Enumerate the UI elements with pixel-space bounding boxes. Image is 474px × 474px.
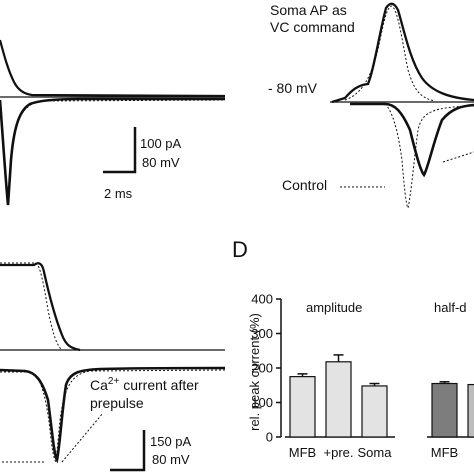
bl-leader-line: [61, 412, 104, 463]
x-tick-label: MFB: [431, 445, 458, 460]
tr-annotation-line2: VC command: [270, 19, 355, 35]
tr-current-trace: [350, 102, 474, 178]
y-tick-label: 0: [266, 430, 273, 445]
panel-top-left: 100 pA 80 mV 2 ms: [0, 39, 226, 206]
bl-annotation-line2: prepulse: [90, 395, 144, 411]
bl-annotation-line1: Ca2+ current after: [90, 376, 199, 393]
tr-leader-line: [442, 151, 474, 163]
y-tick-label: 400: [251, 292, 273, 307]
bar: [325, 361, 352, 438]
tl-scale-bar: [103, 127, 137, 174]
tl-dashed-trace: [0, 99, 226, 201]
bar: [467, 383, 474, 438]
tr-holding-label: - 80 mV: [268, 80, 318, 96]
y-tick-label: 100: [251, 395, 273, 410]
x-tick-label: MFB: [289, 445, 316, 460]
tl-upward-trace: [0, 39, 226, 98]
tr-control-label: Control: [282, 177, 327, 193]
panel-d-letter: D: [232, 237, 248, 262]
x-tick-label: +pre.: [324, 445, 354, 460]
group-title: half-d: [434, 300, 467, 315]
y-tick-label: 200: [251, 361, 273, 376]
bl-prepulse-dashed-trace: [0, 262, 63, 351]
bl-current-trace: [0, 366, 226, 464]
panel-d: D rel. peak current (%) 0 100 200 300 400 amp…: [232, 237, 474, 460]
bar: [431, 382, 458, 438]
bl-scale-current-label: 150 pA: [150, 434, 192, 449]
panel-bottom-left: Ca2+ current after prepulse 150 pA 80 mV: [0, 262, 226, 472]
bl-prepulse-solid-trace: [0, 262, 81, 352]
bar: [289, 376, 316, 438]
bl-current-dashed-trace: [0, 369, 226, 464]
y-axis-label: rel. peak current (%): [247, 313, 262, 431]
panel-top-right: Soma AP as VC command - 80 mV Control: [268, 2, 474, 210]
tl-scale-time-label: 2 ms: [104, 186, 133, 201]
tl-scale-voltage-label: 80 mV: [142, 155, 180, 170]
tr-ap-dashed-trace: [344, 5, 436, 102]
bl-scale-bar: [110, 430, 146, 472]
tr-annotation-line1: Soma AP as: [270, 2, 347, 18]
bl-scale-voltage-label: 80 mV: [152, 452, 190, 467]
bar: [361, 385, 388, 438]
group-title: amplitude: [306, 300, 362, 315]
x-tick-label: Soma: [358, 445, 393, 460]
y-tick-label: 300: [251, 326, 273, 341]
tl-scale-current-label: 100 pA: [140, 136, 182, 151]
bar-chart: 0 100 200 300 400 amplitude MFB +pre. Soma half-d…: [251, 292, 474, 460]
